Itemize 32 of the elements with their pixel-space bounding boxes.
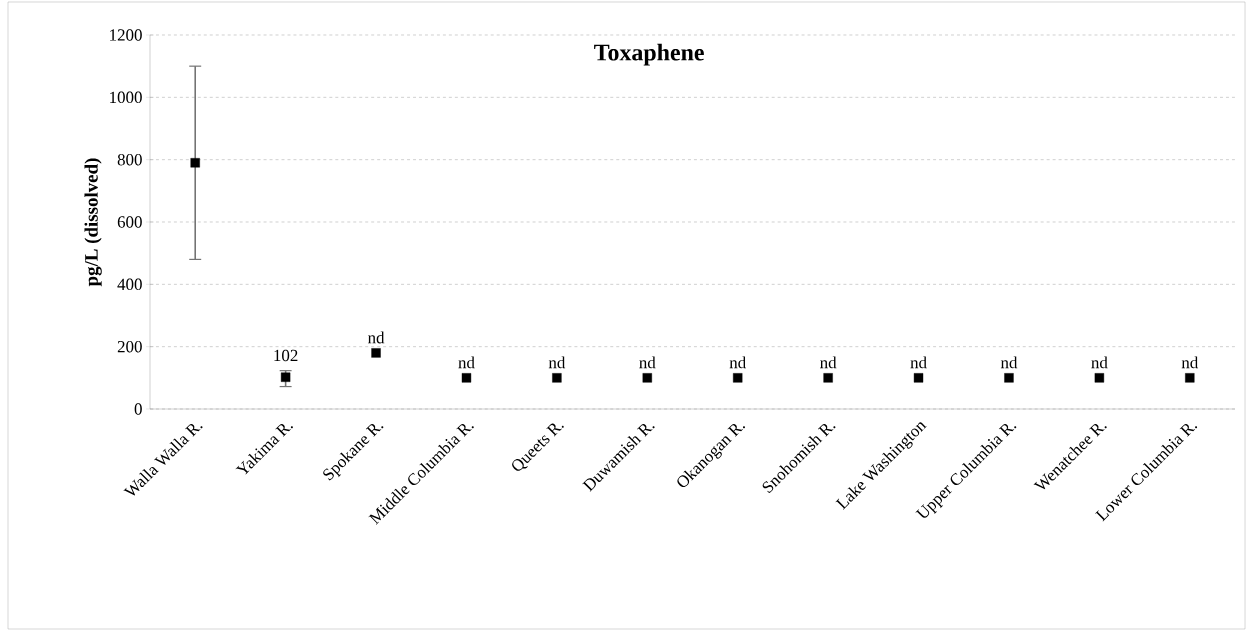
point — [1004, 373, 1014, 383]
y-tick-label: 200 — [117, 340, 142, 353]
y-tick-label: 400 — [117, 278, 142, 291]
point — [1094, 373, 1105, 383]
data-label: nd — [367, 331, 385, 344]
data-label: nd — [1181, 356, 1199, 369]
data-label: nd — [458, 356, 475, 369]
data-label: nd — [548, 356, 566, 369]
data-label: nd — [1000, 356, 1018, 369]
point — [823, 373, 833, 383]
point — [280, 372, 291, 382]
data-label: nd — [639, 356, 656, 369]
y-tick-label: 0 — [134, 403, 142, 415]
data-label: 102 — [274, 349, 298, 362]
y-tick-label: 600 — [117, 216, 142, 228]
data-label: nd — [820, 356, 837, 369]
point — [552, 373, 562, 383]
y-tick-label: 1200 — [110, 29, 142, 41]
chart-title: Toxaphene — [594, 43, 704, 66]
y-tick-label: 1000 — [110, 91, 142, 104]
data-label: nd — [729, 356, 746, 369]
y-axis-title: pg/L (dissolved) — [84, 158, 102, 287]
data-label: nd — [1091, 356, 1108, 369]
point — [733, 373, 743, 383]
y-tick-label: 800 — [117, 153, 142, 166]
point — [371, 348, 381, 358]
point — [461, 373, 472, 383]
data-label: nd — [910, 356, 927, 369]
point — [913, 373, 924, 383]
point — [642, 373, 652, 383]
point — [1185, 373, 1195, 383]
point — [190, 158, 200, 168]
